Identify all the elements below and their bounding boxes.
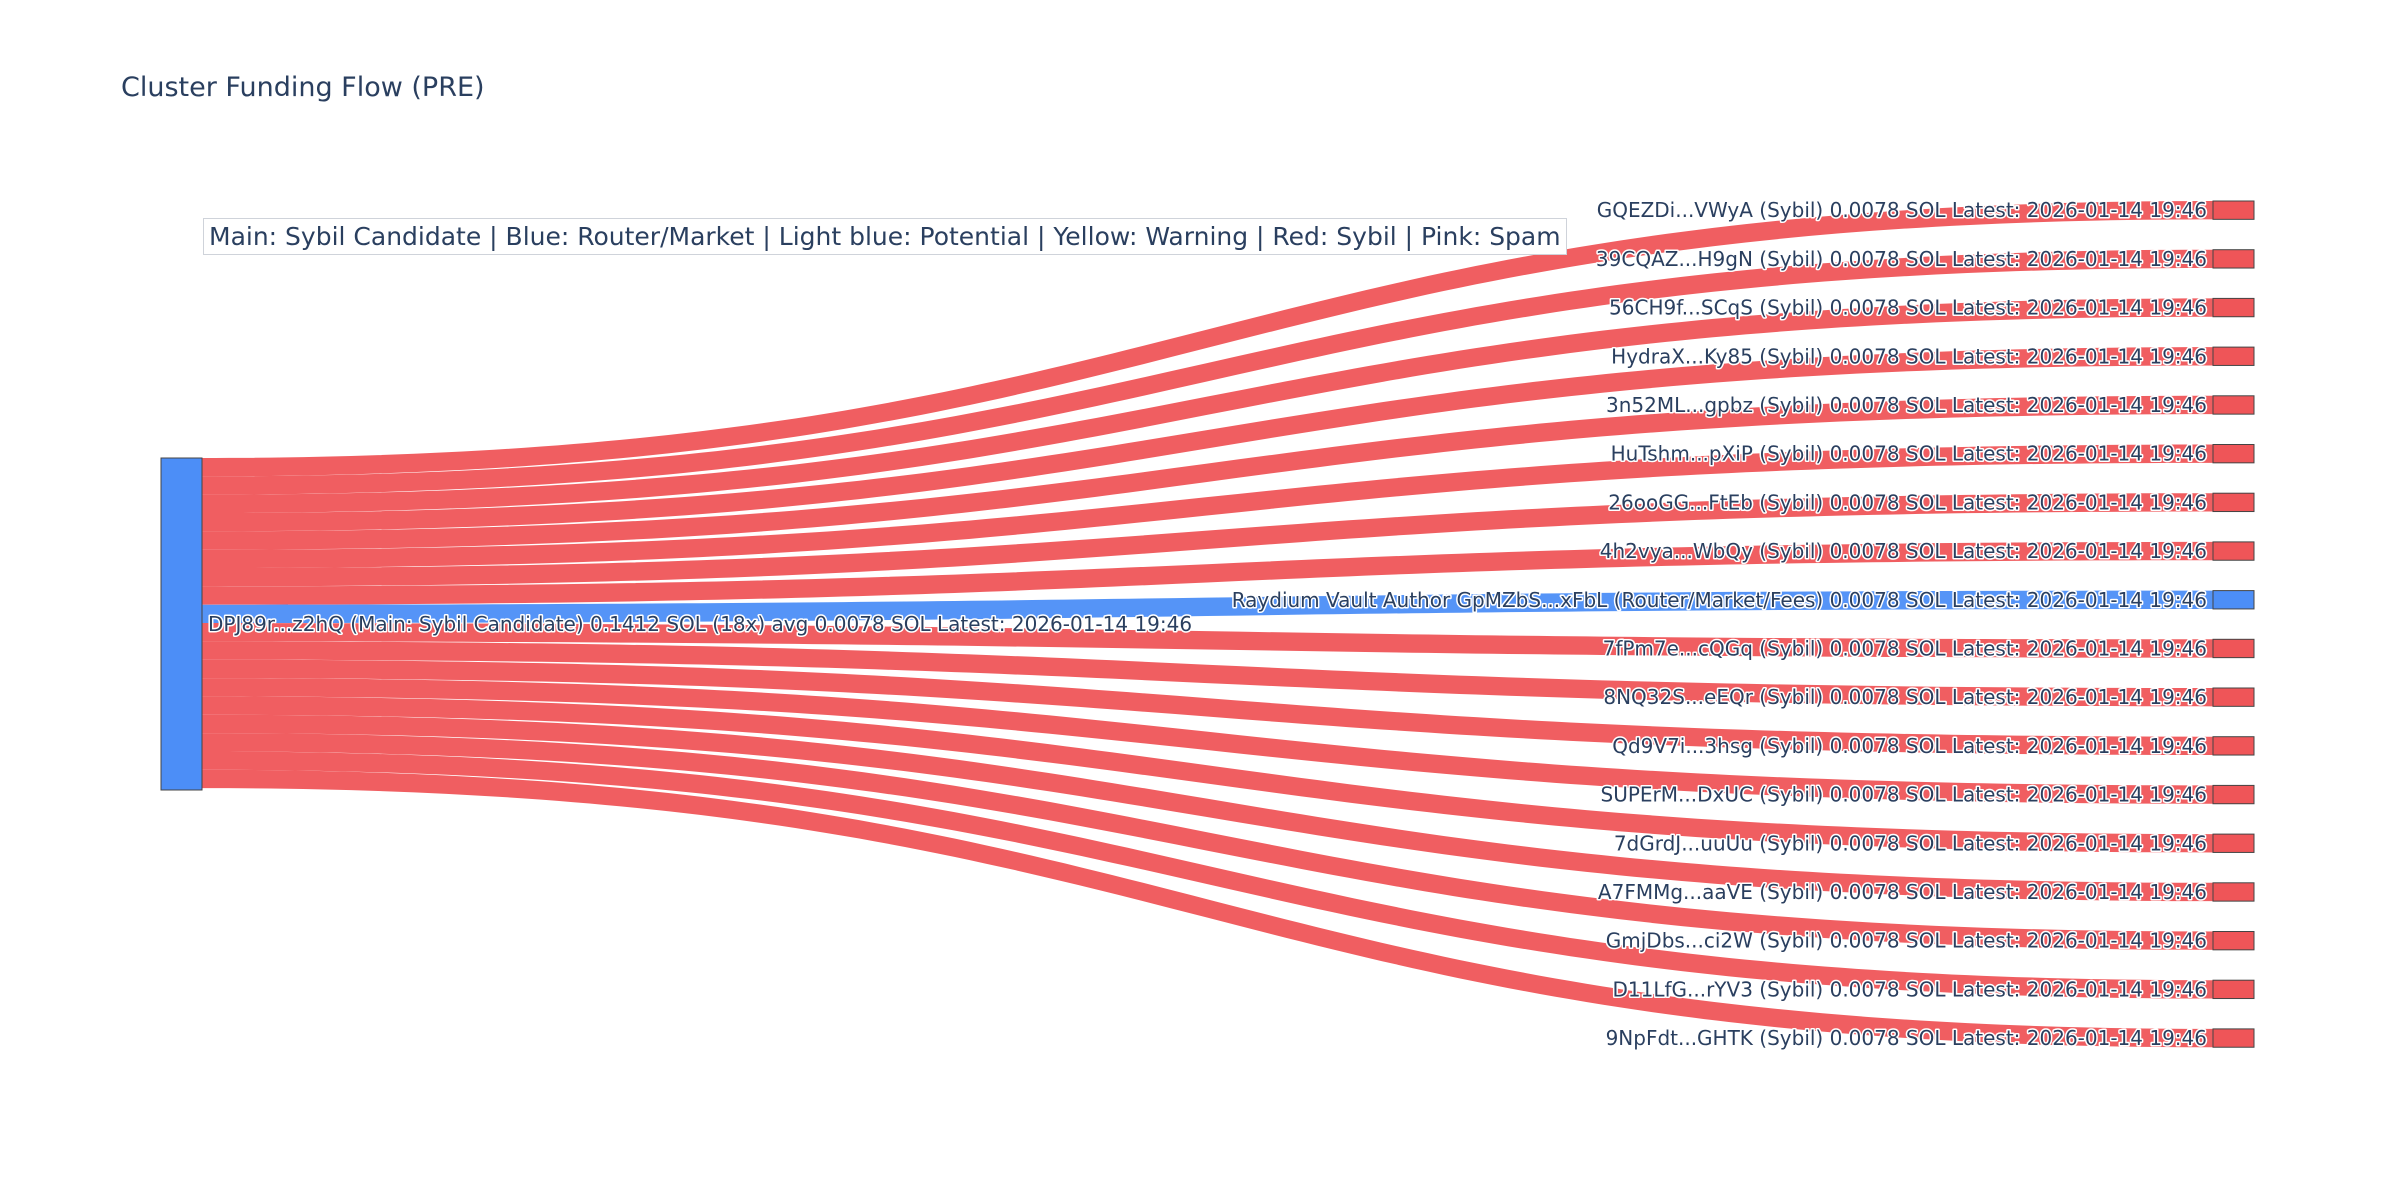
sankey-link[interactable] [202, 249, 2213, 495]
target-node[interactable] [2212, 931, 2255, 951]
sankey-nodes [160, 200, 2255, 1048]
target-node[interactable] [2212, 882, 2255, 902]
target-node-label: 7dGrdJ...uuUu (Sybil) 0.0078 SOL Latest:… [1614, 831, 2207, 855]
target-node[interactable] [2212, 590, 2255, 610]
sankey-link[interactable] [202, 590, 2213, 624]
target-node-label: A7FMMg...aaVE (Sybil) 0.0078 SOL Latest:… [1598, 880, 2207, 904]
target-node[interactable] [2212, 1028, 2255, 1048]
target-node[interactable] [2212, 638, 2255, 659]
sankey-links [202, 201, 2213, 1048]
target-node-label: Qd9V7i...3hsg (Sybil) 0.0078 SOL Latest:… [1612, 734, 2207, 758]
sankey-labels: GQEZDi...VWyA (Sybil) 0.0078 SOL Latest:… [207, 197, 2209, 1052]
target-node[interactable] [2212, 833, 2255, 853]
target-node[interactable] [2212, 687, 2255, 707]
target-node-label: HuTshm...pXiP (Sybil) 0.0078 SOL Latest:… [1611, 442, 2207, 466]
sankey-link[interactable] [202, 298, 2213, 514]
target-node[interactable] [2212, 492, 2255, 513]
target-node[interactable] [2212, 249, 2255, 269]
target-node[interactable] [2212, 200, 2255, 220]
source-node[interactable] [160, 457, 203, 791]
sankey-link[interactable] [202, 714, 2213, 902]
target-node[interactable] [2212, 541, 2255, 561]
target-node[interactable] [2212, 784, 2255, 805]
target-node[interactable] [2212, 444, 2255, 464]
sankey-link[interactable] [202, 751, 2213, 999]
sankey-link[interactable] [202, 201, 2213, 477]
sankey-link[interactable] [202, 395, 2213, 550]
target-node-label: 3n52ML...gpbz (Sybil) 0.0078 SOL Latest:… [1606, 393, 2207, 417]
target-node[interactable] [2212, 346, 2255, 366]
target-node-label: 9NpFdt...GHTK (Sybil) 0.0078 SOL Latest:… [1606, 1026, 2207, 1050]
sankey-link[interactable] [202, 733, 2213, 950]
legend-annotation: Main: Sybil Candidate | Blue: Router/Mar… [203, 218, 1567, 255]
target-node-label: SUPErM...DxUC (Sybil) 0.0078 SOL Latest:… [1601, 783, 2207, 807]
target-node-label: 39CQAZ...H9gN (Sybil) 0.0078 SOL Latest:… [1596, 247, 2207, 271]
target-node-label: 8NQ32S...eEQr (Sybil) 0.0078 SOL Latest:… [1603, 685, 2207, 709]
target-node-label: GQEZDi...VWyA (Sybil) 0.0078 SOL Latest:… [1597, 198, 2207, 222]
sankey-link[interactable] [202, 541, 2213, 605]
target-node-label: 56CH9f...SCqS (Sybil) 0.0078 SOL Latest:… [1609, 296, 2207, 320]
target-node-label: D11LfG...rYV3 (Sybil) 0.0078 SOL Latest:… [1612, 977, 2207, 1001]
sankey-link[interactable] [202, 659, 2213, 756]
target-node[interactable] [2212, 297, 2255, 318]
target-node-label: 7fPm7e...cQGq (Sybil) 0.0078 SOL Latest:… [1603, 636, 2207, 660]
chart-title: Cluster Funding Flow (PRE) [121, 72, 485, 103]
target-node-label: 4h2vya...WbQy (Sybil) 0.0078 SOL Latest:… [1600, 539, 2207, 563]
source-node-label: DPJ89r...z2hQ (Main: Sybil Candidate) 0.… [208, 612, 1192, 636]
target-node-label: HydraX...Ky85 (Sybil) 0.0078 SOL Latest:… [1611, 344, 2207, 368]
target-node[interactable] [2212, 736, 2255, 756]
target-node-label: Raydium Vault Author GpMZbS...xFbL (Rout… [1232, 588, 2207, 612]
target-node-label: GmjDbs...ci2W (Sybil) 0.0078 SOL Latest:… [1606, 929, 2207, 953]
target-node-label: 26ooGG...FtEb (Sybil) 0.0078 SOL Latest:… [1608, 490, 2207, 514]
target-node[interactable] [2212, 395, 2255, 415]
sankey-link[interactable] [202, 696, 2213, 853]
sankey-link[interactable] [202, 493, 2213, 587]
sankey-link[interactable] [202, 641, 2213, 707]
sankey-link[interactable] [202, 678, 2213, 804]
sankey-link[interactable] [202, 444, 2213, 569]
sankey-link[interactable] [202, 623, 2213, 658]
target-node[interactable] [2212, 979, 2255, 1000]
sankey-link[interactable] [202, 347, 2213, 532]
sankey-link[interactable] [202, 769, 2213, 1048]
